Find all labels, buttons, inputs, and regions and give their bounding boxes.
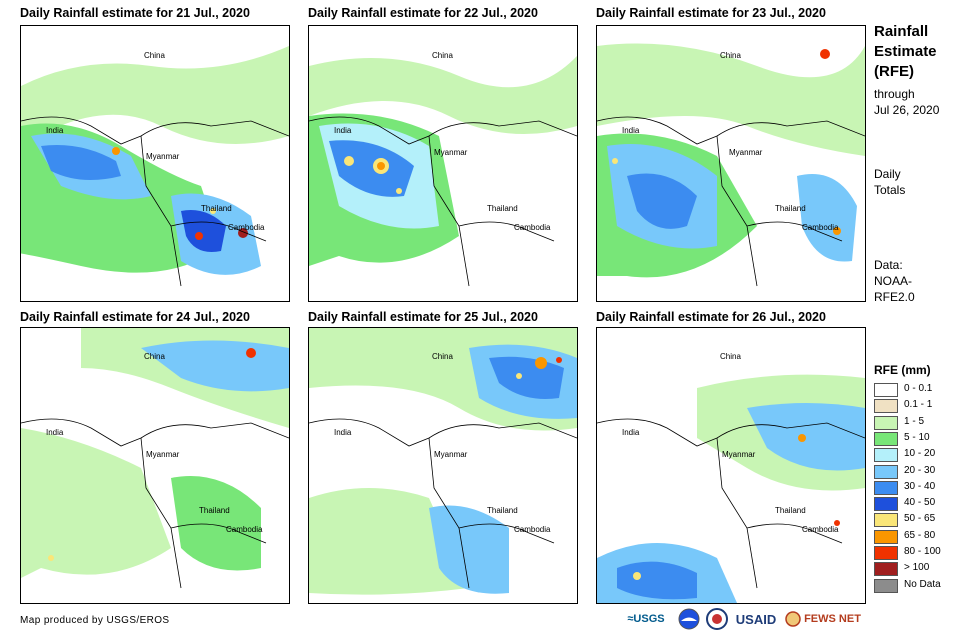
map-jul24: China India Myanmar Thailand Cambodia	[20, 327, 290, 604]
legend-label: 1 - 5	[904, 415, 925, 427]
through-label: through	[874, 87, 915, 101]
legend-swatch	[874, 415, 898, 430]
rfe-title: Rainfall Estimate (RFE)	[874, 22, 937, 82]
rfe-title-line1: Rainfall	[874, 23, 929, 40]
label-myanmar: Myanmar	[729, 148, 763, 157]
rainfall-map-jul22	[309, 26, 577, 301]
totals-label: Totals	[874, 183, 906, 197]
legend-title: RFE (mm)	[874, 363, 931, 377]
label-cambodia: Cambodia	[514, 223, 551, 232]
label-thailand: Thailand	[775, 506, 806, 515]
noaa-logo	[677, 607, 701, 631]
legend-swatch	[874, 431, 898, 446]
map-jul25: China India Myanmar Thailand Cambodia	[308, 327, 578, 604]
data-label: Data:	[874, 258, 903, 272]
panel-title-jul24: Daily Rainfall estimate for 24 Jul., 202…	[20, 310, 250, 324]
map-jul21: China India Myanmar Thailand Cambodia	[20, 25, 290, 302]
rainfall-map-jul26	[597, 328, 865, 603]
label-china: China	[720, 51, 741, 60]
legend-label: 0.1 - 1	[904, 399, 933, 411]
map-jul22: China India Myanmar Thailand Cambodia	[308, 25, 578, 302]
label-china: China	[144, 51, 165, 60]
map-jul26: China India Myanmar Thailand Cambodia	[596, 327, 866, 604]
rainfall-map-jul21	[21, 26, 289, 301]
panel-title-jul21: Daily Rainfall estimate for 21 Jul., 202…	[20, 6, 250, 20]
legend-label: 0 - 0.1	[904, 383, 933, 394]
label-myanmar: Myanmar	[146, 450, 180, 459]
label-thailand: Thailand	[201, 204, 232, 213]
panel-title-jul23: Daily Rainfall estimate for 23 Jul., 202…	[596, 6, 826, 20]
rfe-title-line2: Estimate	[874, 43, 937, 60]
label-myanmar: Myanmar	[722, 450, 756, 459]
label-cambodia: Cambodia	[514, 525, 551, 534]
panel-title-jul26: Daily Rainfall estimate for 26 Jul., 202…	[596, 310, 826, 324]
label-cambodia: Cambodia	[802, 223, 839, 232]
legend-label: 80 - 100	[904, 546, 941, 557]
legend-swatch	[874, 448, 898, 463]
label-thailand: Thailand	[487, 204, 518, 213]
rainfall-map-jul24	[21, 328, 289, 603]
legend-swatch	[874, 546, 898, 560]
usaid-logo: USAID	[735, 611, 777, 627]
label-thailand: Thailand	[487, 506, 518, 515]
legend-swatch	[874, 562, 898, 577]
label-india: India	[334, 428, 352, 437]
label-cambodia: Cambodia	[226, 525, 263, 534]
legend-swatch	[874, 497, 898, 512]
label-china: China	[432, 352, 453, 361]
legend-swatch	[874, 480, 898, 495]
data-source-line1: NOAA-	[874, 274, 913, 288]
footer-credit: Map produced by USGS/EROS	[20, 615, 170, 626]
label-thailand: Thailand	[199, 506, 230, 515]
legend-swatch	[874, 399, 898, 414]
legend-label: 30 - 40	[904, 480, 936, 492]
usaid-seal-icon	[705, 607, 729, 631]
label-myanmar: Myanmar	[434, 148, 468, 157]
label-cambodia: Cambodia	[228, 223, 265, 232]
label-china: China	[720, 352, 741, 361]
label-india: India	[334, 126, 352, 135]
fewsnet-emblem-icon	[785, 611, 801, 627]
label-india: India	[46, 428, 64, 437]
panel-title-jul22: Daily Rainfall estimate for 22 Jul., 202…	[308, 6, 538, 20]
noaa-emblem-icon	[678, 608, 700, 630]
label-thailand: Thailand	[775, 204, 806, 213]
legend-swatch	[874, 529, 898, 544]
legend-label: > 100	[904, 562, 930, 574]
label-india: India	[46, 126, 64, 135]
through-date: Jul 26, 2020	[874, 103, 940, 117]
label-china: China	[144, 352, 165, 361]
legend-swatch	[874, 383, 898, 397]
map-jul23: China India Myanmar Thailand Cambodia	[596, 25, 866, 302]
legend-label: No Data	[904, 578, 941, 590]
label-cambodia: Cambodia	[802, 525, 839, 534]
label-india: India	[622, 428, 640, 437]
legend-swatch	[874, 464, 898, 479]
label-myanmar: Myanmar	[434, 450, 468, 459]
legend-label: 5 - 10	[904, 431, 930, 443]
label-india: India	[622, 126, 640, 135]
legend-label: 50 - 65	[904, 513, 936, 525]
fewsnet-logo-text: FEWS NET	[804, 613, 861, 625]
fewsnet-logo: FEWS NET	[785, 607, 861, 631]
panel-title-jul25: Daily Rainfall estimate for 25 Jul., 202…	[308, 310, 538, 324]
legend-label: 65 - 80	[904, 529, 936, 541]
legend-swatch	[874, 513, 898, 528]
rainfall-map-jul25	[309, 328, 577, 603]
legend-label: 20 - 30	[904, 464, 936, 476]
data-source-line2: RFE2.0	[874, 290, 915, 304]
rainfall-map-jul23	[597, 26, 865, 301]
usgs-logo: ≈USGS	[627, 613, 665, 625]
label-china: China	[432, 51, 453, 60]
rfe-title-line3: (RFE)	[874, 63, 914, 80]
legend-swatch	[874, 578, 898, 593]
legend-label: 40 - 50	[904, 497, 936, 509]
daily-label: Daily	[874, 167, 901, 181]
legend-label: 10 - 20	[904, 448, 936, 460]
label-myanmar: Myanmar	[146, 152, 180, 161]
